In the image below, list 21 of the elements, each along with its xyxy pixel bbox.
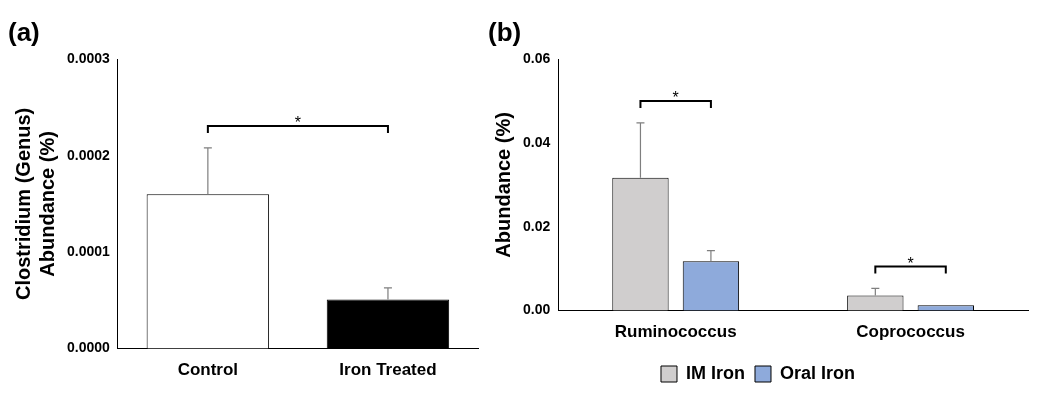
y-tick-label: 0.0003 [66,50,111,67]
legend-label: Oral Iron [779,362,855,383]
y-tick-label: 0.0001 [66,242,111,259]
chart-title: (a) [8,16,40,47]
x-tick-label: Control [177,360,239,380]
y-tick-label: 0.0002 [66,146,111,163]
chart-title: (b) [488,16,522,47]
annotation: * [672,89,679,107]
y-axis-title: Abundance (%) [491,112,514,258]
y-tick-label: 0.02 [523,217,551,234]
legend-label: IM Iron [686,362,745,383]
y-tick-label: 0.00 [523,301,551,318]
y-tick-label: 0.0000 [66,339,111,356]
x-tick-label: Ruminococcus [614,322,737,342]
x-tick-label: Coprococcus [856,322,965,342]
annotation: * [294,114,302,132]
x-tick-label: Iron Treated [339,360,437,380]
y-tick-label: 0.06 [523,50,551,67]
annotation: * [907,254,914,272]
y-axis-title: Clostridium (Genus) Abundance (%) [11,107,58,301]
y-tick-label: 0.04 [523,133,551,150]
